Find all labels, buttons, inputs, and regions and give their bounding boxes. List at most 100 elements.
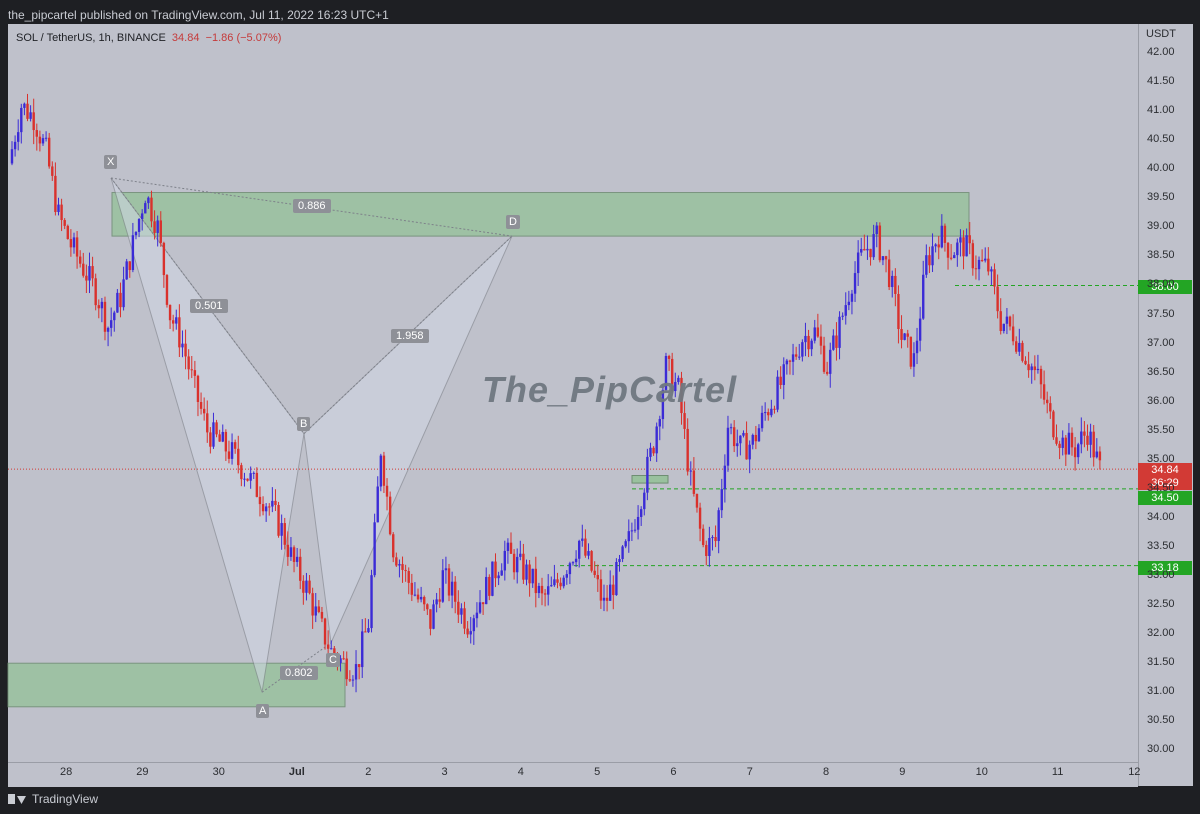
candle-body: [78, 256, 82, 264]
candle-body: [175, 317, 178, 324]
candle-body: [1033, 366, 1037, 371]
candle-body: [128, 261, 131, 271]
candle-body: [531, 568, 534, 584]
candle-body: [184, 343, 187, 357]
candle-body: [299, 556, 302, 581]
candle-body: [1039, 368, 1043, 385]
candle-body: [807, 335, 810, 350]
candle-body: [726, 427, 730, 466]
candle-body: [965, 235, 968, 257]
candle-body: [714, 537, 717, 542]
candle-body: [974, 268, 978, 270]
x-tick-label: 12: [1128, 766, 1141, 778]
candle-body: [1002, 323, 1006, 332]
candle-body: [863, 248, 866, 251]
candle-body: [667, 355, 671, 359]
y-tick-label: 38.50: [1147, 249, 1175, 262]
candle-body: [931, 246, 934, 266]
candle-body: [745, 432, 748, 460]
candle-body: [221, 431, 224, 442]
candle-body: [646, 456, 649, 493]
candle-body: [57, 204, 60, 212]
candle-body: [286, 544, 290, 557]
candle-body: [373, 522, 376, 576]
candle-body: [153, 221, 156, 233]
candle-body: [38, 136, 42, 144]
candle-body: [450, 581, 454, 596]
candle-body: [918, 318, 922, 341]
candle-body: [680, 377, 683, 414]
candle-body: [227, 451, 231, 459]
candle-body: [190, 369, 193, 371]
candle-body: [878, 225, 882, 261]
candle-body: [577, 540, 581, 559]
candle-body: [125, 261, 128, 280]
candle-body: [308, 580, 311, 594]
candle-body: [584, 538, 587, 556]
candle-body: [51, 166, 54, 176]
candle-body: [847, 301, 851, 306]
candle-body: [869, 248, 872, 258]
candle-body: [794, 354, 798, 357]
candle-body: [218, 434, 221, 442]
candle-body: [494, 561, 497, 579]
candle-body: [435, 599, 438, 605]
candle-body: [168, 304, 172, 321]
candle-body: [723, 465, 727, 490]
candle-body: [292, 547, 296, 562]
countdown-tag: 36:29: [1138, 476, 1192, 490]
y-tick-label: 32.50: [1147, 598, 1175, 611]
candle-body: [171, 320, 175, 324]
candle-body: [912, 353, 916, 367]
candle-body: [658, 419, 661, 427]
x-tick-label: 30: [212, 766, 225, 778]
candle-body: [69, 238, 73, 248]
candle-body: [243, 478, 246, 480]
candle-body: [401, 564, 404, 570]
candle-body: [776, 376, 779, 410]
candle-body: [695, 493, 699, 508]
candle-body: [20, 107, 23, 133]
candle-body: [196, 375, 200, 402]
candle-body: [760, 412, 764, 429]
y-tick-label: 30.50: [1147, 714, 1175, 727]
candle-body: [488, 576, 491, 596]
y-tick-label: 35.50: [1147, 423, 1175, 436]
candle-body: [230, 442, 234, 459]
candle-body: [856, 252, 860, 274]
candle-body: [119, 292, 122, 308]
candle-body: [342, 658, 345, 660]
candle-body: [206, 413, 209, 433]
candle-body: [134, 231, 138, 236]
candle-body: [466, 628, 469, 635]
candle-body: [457, 601, 460, 615]
candle-body: [240, 465, 243, 480]
candle-body: [333, 648, 336, 656]
candle-body: [516, 556, 519, 573]
candle-body: [398, 564, 401, 566]
candle-body: [106, 327, 110, 332]
ratio-xb: 0.501: [190, 299, 228, 313]
candle-body: [1027, 364, 1030, 371]
candle-body: [1061, 437, 1064, 448]
candle-body: [754, 434, 758, 442]
published-header: the_pipcartel published on TradingView.c…: [8, 8, 389, 22]
candle-body: [416, 594, 420, 600]
candle-body: [565, 574, 568, 578]
candle-body: [88, 266, 91, 281]
candle-body: [116, 292, 119, 313]
candle-body: [556, 579, 559, 583]
y-tick-label: 33.50: [1147, 539, 1175, 552]
candle-body: [1049, 403, 1052, 412]
candle-body: [732, 427, 736, 447]
candle-body: [829, 349, 832, 374]
candle-body: [506, 542, 510, 551]
price-axis[interactable]: [1138, 24, 1193, 786]
time-axis[interactable]: [8, 762, 1138, 787]
candle-body: [751, 434, 754, 445]
candle-body: [574, 558, 578, 563]
candle-body: [444, 568, 448, 571]
x-tick-label: 9: [899, 766, 906, 778]
candle-body: [639, 509, 643, 517]
candle-body: [432, 604, 435, 629]
